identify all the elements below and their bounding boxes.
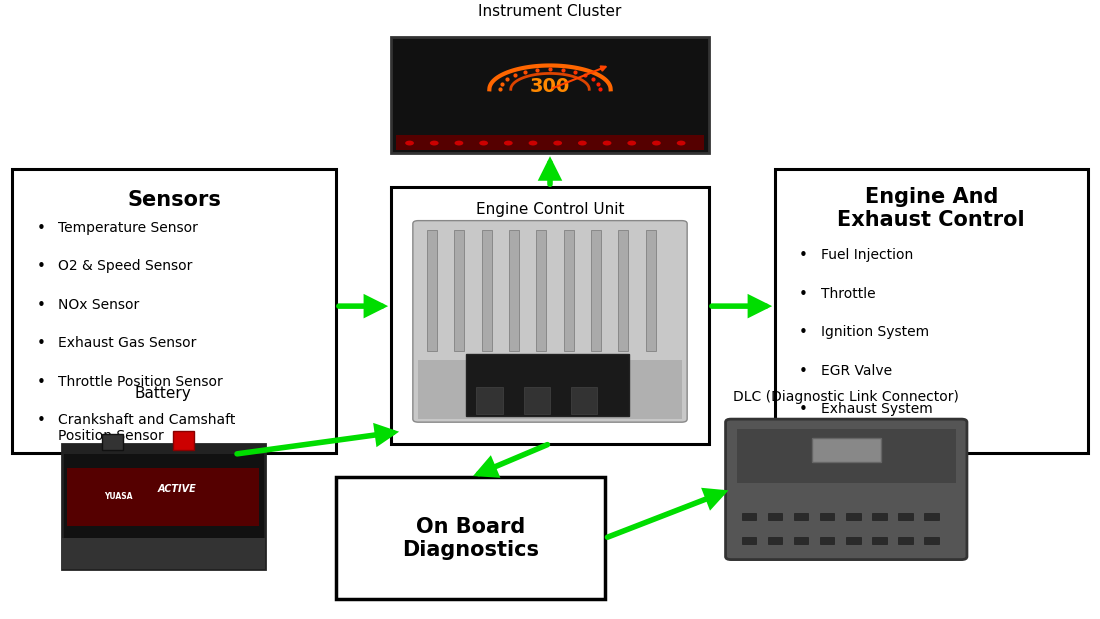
Text: Throttle: Throttle xyxy=(821,287,876,301)
FancyBboxPatch shape xyxy=(62,538,265,569)
Circle shape xyxy=(627,141,636,145)
Text: •: • xyxy=(799,363,807,379)
Bar xyxy=(846,513,860,520)
Text: YUASA: YUASA xyxy=(104,493,133,501)
Text: Instrument Cluster: Instrument Cluster xyxy=(478,4,622,19)
Bar xyxy=(768,537,782,544)
Bar xyxy=(794,537,808,544)
Text: NOx Sensor: NOx Sensor xyxy=(58,298,140,311)
FancyBboxPatch shape xyxy=(524,387,550,414)
Bar xyxy=(821,513,835,520)
Bar xyxy=(872,537,887,544)
Text: Fuel Injection: Fuel Injection xyxy=(821,248,913,262)
Text: Crankshaft and Camshaft
Position Sensor: Crankshaft and Camshaft Position Sensor xyxy=(58,413,235,443)
FancyBboxPatch shape xyxy=(102,435,122,449)
FancyBboxPatch shape xyxy=(390,187,710,444)
Bar xyxy=(872,513,887,520)
FancyBboxPatch shape xyxy=(646,230,656,351)
Text: •: • xyxy=(36,220,45,236)
FancyBboxPatch shape xyxy=(812,438,881,462)
FancyBboxPatch shape xyxy=(618,230,628,351)
FancyBboxPatch shape xyxy=(12,169,336,452)
FancyBboxPatch shape xyxy=(427,230,437,351)
Circle shape xyxy=(553,141,562,145)
Bar xyxy=(899,537,913,544)
Bar xyxy=(768,513,782,520)
Circle shape xyxy=(504,141,513,145)
Text: Ignition System: Ignition System xyxy=(821,325,930,339)
FancyBboxPatch shape xyxy=(396,135,704,150)
FancyBboxPatch shape xyxy=(62,444,265,569)
Text: Temperature Sensor: Temperature Sensor xyxy=(58,220,198,235)
Circle shape xyxy=(676,141,685,145)
Text: •: • xyxy=(36,259,45,274)
Circle shape xyxy=(603,141,612,145)
Text: ACTIVE: ACTIVE xyxy=(158,484,197,495)
Circle shape xyxy=(430,141,439,145)
FancyBboxPatch shape xyxy=(563,230,573,351)
FancyBboxPatch shape xyxy=(412,220,688,422)
FancyBboxPatch shape xyxy=(482,230,492,351)
FancyBboxPatch shape xyxy=(737,429,956,483)
Bar xyxy=(924,537,938,544)
Bar xyxy=(899,513,913,520)
FancyBboxPatch shape xyxy=(726,419,967,560)
Text: •: • xyxy=(36,336,45,351)
Text: Throttle Position Sensor: Throttle Position Sensor xyxy=(58,374,223,389)
FancyBboxPatch shape xyxy=(774,169,1088,452)
Text: Engine And
Exhaust Control: Engine And Exhaust Control xyxy=(837,187,1025,230)
Bar xyxy=(742,537,757,544)
Text: Exhaust System: Exhaust System xyxy=(821,402,933,416)
Bar xyxy=(794,513,808,520)
FancyBboxPatch shape xyxy=(62,444,265,454)
Circle shape xyxy=(652,141,661,145)
Text: •: • xyxy=(36,413,45,428)
Circle shape xyxy=(529,141,538,145)
FancyBboxPatch shape xyxy=(509,230,519,351)
FancyBboxPatch shape xyxy=(465,353,629,416)
Text: •: • xyxy=(799,248,807,263)
Text: 300: 300 xyxy=(530,77,570,96)
Circle shape xyxy=(405,141,414,145)
FancyBboxPatch shape xyxy=(476,387,503,414)
Bar xyxy=(846,537,860,544)
Text: Battery: Battery xyxy=(135,386,191,400)
Text: DLC (Diagnostic Link Connector): DLC (Diagnostic Link Connector) xyxy=(734,390,959,404)
Circle shape xyxy=(480,141,488,145)
FancyBboxPatch shape xyxy=(454,230,464,351)
Text: O2 & Speed Sensor: O2 & Speed Sensor xyxy=(58,259,192,273)
Text: Engine Control Unit: Engine Control Unit xyxy=(475,202,625,217)
FancyBboxPatch shape xyxy=(390,37,710,154)
Text: •: • xyxy=(799,287,807,301)
FancyBboxPatch shape xyxy=(537,230,547,351)
Circle shape xyxy=(454,141,463,145)
FancyBboxPatch shape xyxy=(174,431,194,449)
Bar xyxy=(742,513,757,520)
FancyBboxPatch shape xyxy=(336,477,605,599)
Text: EGR Valve: EGR Valve xyxy=(821,363,892,378)
FancyBboxPatch shape xyxy=(591,230,601,351)
Text: Sensors: Sensors xyxy=(128,190,221,210)
Bar xyxy=(821,537,835,544)
Text: On Board
Diagnostics: On Board Diagnostics xyxy=(402,517,539,560)
Text: •: • xyxy=(799,402,807,417)
Circle shape xyxy=(578,141,586,145)
FancyBboxPatch shape xyxy=(67,468,260,526)
Text: •: • xyxy=(36,374,45,389)
FancyBboxPatch shape xyxy=(418,360,682,419)
FancyBboxPatch shape xyxy=(571,387,597,414)
Text: •: • xyxy=(36,298,45,313)
Bar xyxy=(924,513,938,520)
Text: •: • xyxy=(799,325,807,340)
Text: Exhaust Gas Sensor: Exhaust Gas Sensor xyxy=(58,336,197,350)
